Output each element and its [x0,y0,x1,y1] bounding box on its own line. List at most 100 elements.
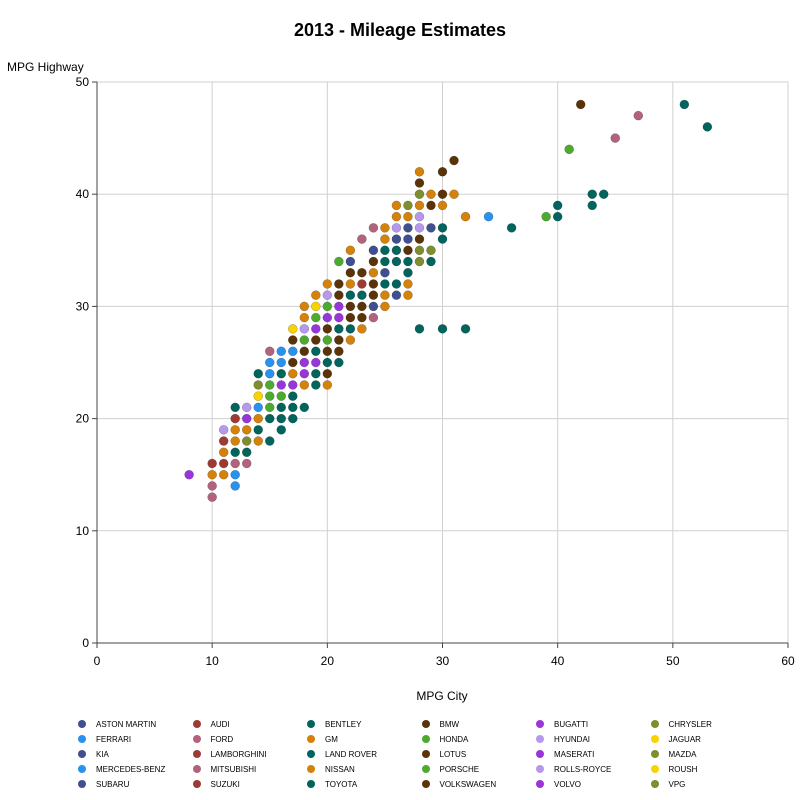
data-point [564,144,574,155]
data-point [299,312,310,323]
data-point [288,357,298,368]
legend-label: VOLVO [554,779,581,789]
data-point [391,200,402,211]
data-point [311,312,321,323]
data-point [265,346,275,357]
data-point [403,223,413,233]
x-tick-label: 60 [781,654,795,668]
data-point [230,481,240,491]
data-point [299,346,310,357]
data-point [598,189,609,199]
data-point [449,155,459,166]
data-point [253,413,263,424]
legend-marker [421,765,430,773]
data-point [403,279,413,289]
legend-item: VPG [650,778,766,790]
data-point [357,324,367,334]
x-axis-label: MPG City [416,689,467,703]
data-point [368,256,379,267]
data-point [253,380,263,390]
data-point [345,245,356,256]
data-point [299,357,310,368]
data-point [426,256,436,267]
legend-item: AUDI [192,718,308,730]
legend-marker [536,735,544,743]
data-point [218,447,229,458]
data-point [380,301,390,312]
legend-label: FORD [210,734,234,744]
legend-label: ROLLS-ROYCE [554,764,612,774]
data-point [334,301,344,312]
data-point [345,301,356,312]
data-point [311,380,321,390]
data-point [679,99,690,110]
data-point [552,200,563,211]
y-tick-label: 0 [82,636,89,650]
data-point [230,469,240,480]
data-point [449,189,459,199]
data-point [437,234,448,244]
data-point [391,279,402,289]
data-point [230,425,240,435]
data-point [253,368,263,379]
data-point [276,380,287,390]
data-point [368,223,379,233]
data-point [241,402,252,413]
data-point [276,368,287,379]
data-point [288,413,298,424]
tick-labels: 0 10 20 30 40 50 60 0 10 20 30 40 50 [76,75,795,668]
x-tick-label: 20 [321,654,335,668]
legend-item: FORD [192,733,308,745]
data-point [265,368,275,379]
data-point [288,391,298,401]
x-tick-label: 10 [205,654,219,668]
y-tick-label: 20 [76,412,90,426]
data-point [253,436,263,446]
legend-marker [650,765,659,773]
legend-item: PORSCHE [421,763,537,775]
data-point [357,312,367,323]
data-point [322,357,333,368]
data-point [426,189,436,199]
data-point [299,324,310,334]
data-point [265,413,275,424]
legend-item: ROUSH [650,763,766,775]
legend-marker [192,720,201,728]
data-point [334,256,344,267]
data-point [483,211,494,222]
data-point [460,211,471,222]
data-point [587,200,597,211]
legend-marker [192,735,201,743]
legend-marker [650,750,659,758]
data-point [575,99,586,110]
data-point [368,290,379,300]
data-point [218,436,229,446]
data-point [299,380,310,390]
legend-item: ROLLS-ROYCE [536,763,651,775]
legend-item: ASTON MARTIN [78,718,193,730]
data-point [357,279,367,289]
legend-marker [421,780,430,788]
legend-label: BENTLEY [325,719,362,729]
legend-label: JAGUAR [668,734,701,744]
data-point [380,279,390,289]
legend-label: BMW [439,719,460,729]
data-point [345,324,356,334]
legend-item: FERRARI [78,733,193,745]
data-point [414,167,425,177]
legend-marker [536,750,544,758]
data-point [541,211,551,222]
data-point [322,346,333,357]
data-point [345,267,356,278]
legend: ASTON MARTIN AUDI BENTLEY BMW BUGATTI CHRYSLE… [78,718,778,790]
data-point [345,335,356,345]
legend-label: KIA [96,749,109,759]
data-point [414,223,425,233]
legend-marker [307,780,315,788]
legend-item: BMW [421,718,537,730]
legend-item: VOLKSWAGEN [421,778,537,790]
scatter-plot: 0 10 20 30 40 50 60 0 10 20 30 40 50 MPG Highway MPG… [7,60,795,703]
data-point [311,346,321,357]
legend-item: BENTLEY [307,718,422,730]
data-point [299,368,310,379]
